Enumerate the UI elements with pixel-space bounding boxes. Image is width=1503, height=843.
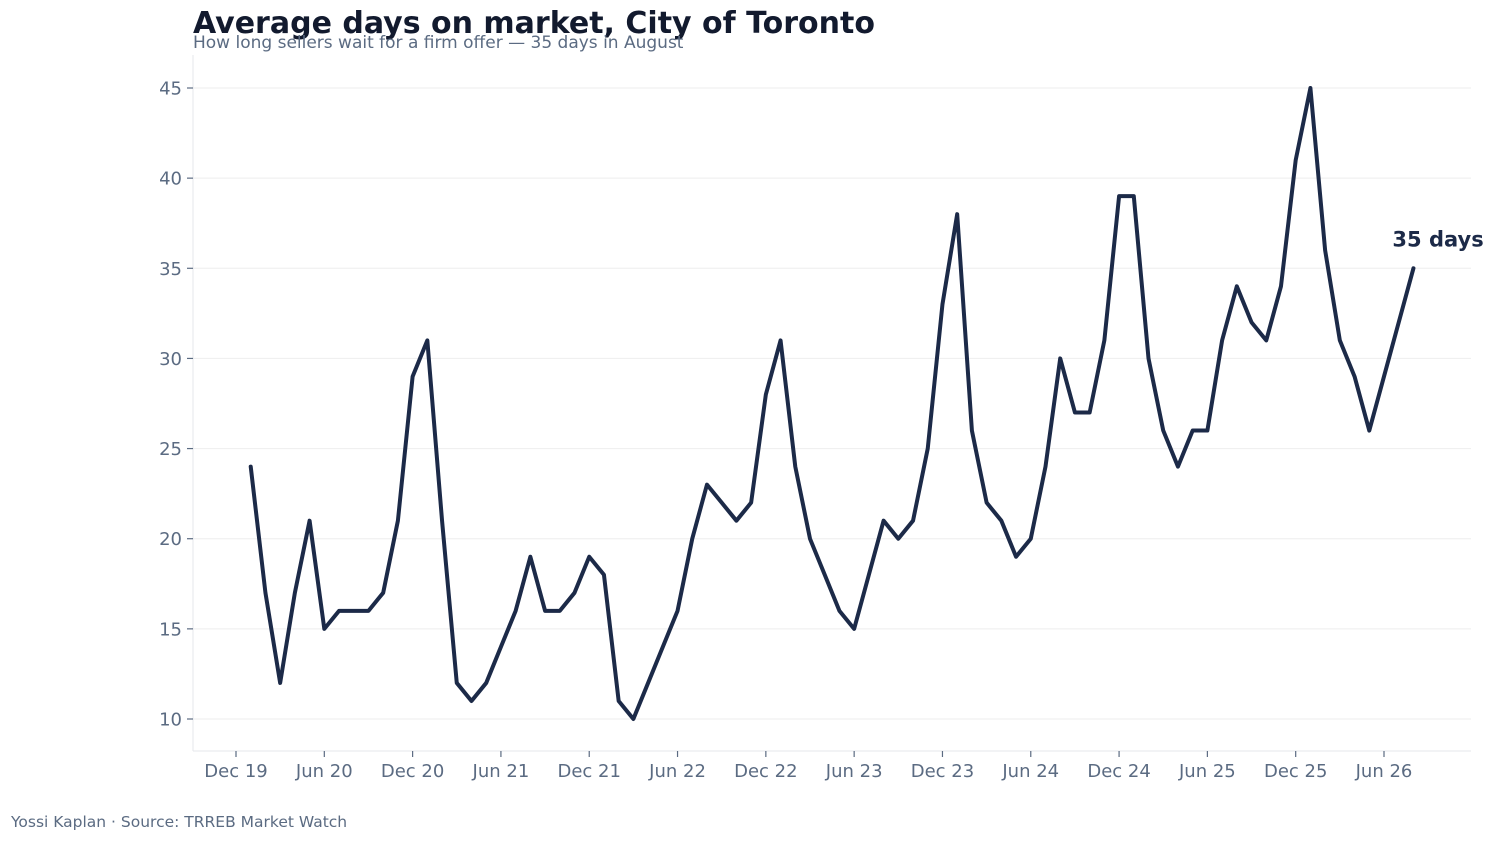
- annotations: 35 days: [1392, 227, 1483, 251]
- x-tick-label: Dec 22: [734, 761, 797, 782]
- axes: [192, 55, 1471, 752]
- x-tick-label: Jun 24: [1001, 761, 1059, 782]
- y-tick-label: 40: [159, 169, 182, 190]
- y-tick-label: 35: [159, 259, 182, 280]
- source-footer: Yossi Kaplan · Source: TRREB Market Watc…: [11, 813, 348, 831]
- x-tick-label: Jun 20: [295, 761, 353, 782]
- series-line: [248, 86, 1416, 721]
- chart-title: Average days on market, City of Toronto: [193, 6, 875, 41]
- x-tick-label: Dec 19: [204, 761, 267, 782]
- x-tick-label: Dec 24: [1087, 761, 1150, 782]
- x-tick-label: Jun 23: [825, 761, 883, 782]
- x-tick-label: Jun 21: [472, 761, 530, 782]
- x-tick-label: Jun 22: [648, 761, 706, 782]
- gridlines: [193, 87, 1471, 720]
- x-axis-ticks: Dec 19 Jun 20 Dec 20 Jun 21 Dec 21 Jun 22 Dec …: [204, 751, 1412, 782]
- y-tick-label: 45: [159, 79, 182, 100]
- end-value-label: 35 days: [1392, 227, 1483, 251]
- y-tick-label: 30: [159, 349, 182, 370]
- y-tick-label: 10: [159, 710, 182, 731]
- y-tick-label: 15: [159, 619, 182, 640]
- x-tick-label: Dec 23: [911, 761, 974, 782]
- x-tick-label: Dec 25: [1264, 761, 1327, 782]
- series-group: [248, 86, 1416, 721]
- x-tick-label: Dec 21: [557, 761, 620, 782]
- x-tick-label: Dec 20: [381, 761, 444, 782]
- y-tick-label: 25: [159, 439, 182, 460]
- x-tick-label: Jun 26: [1355, 761, 1413, 782]
- chart-subtitle: How long sellers wait for a firm offer —…: [193, 33, 684, 53]
- y-axis-ticks: 10 15 20 25 30 35 40 45: [159, 79, 193, 731]
- y-tick-label: 20: [159, 529, 182, 550]
- x-tick-label: Jun 25: [1178, 761, 1236, 782]
